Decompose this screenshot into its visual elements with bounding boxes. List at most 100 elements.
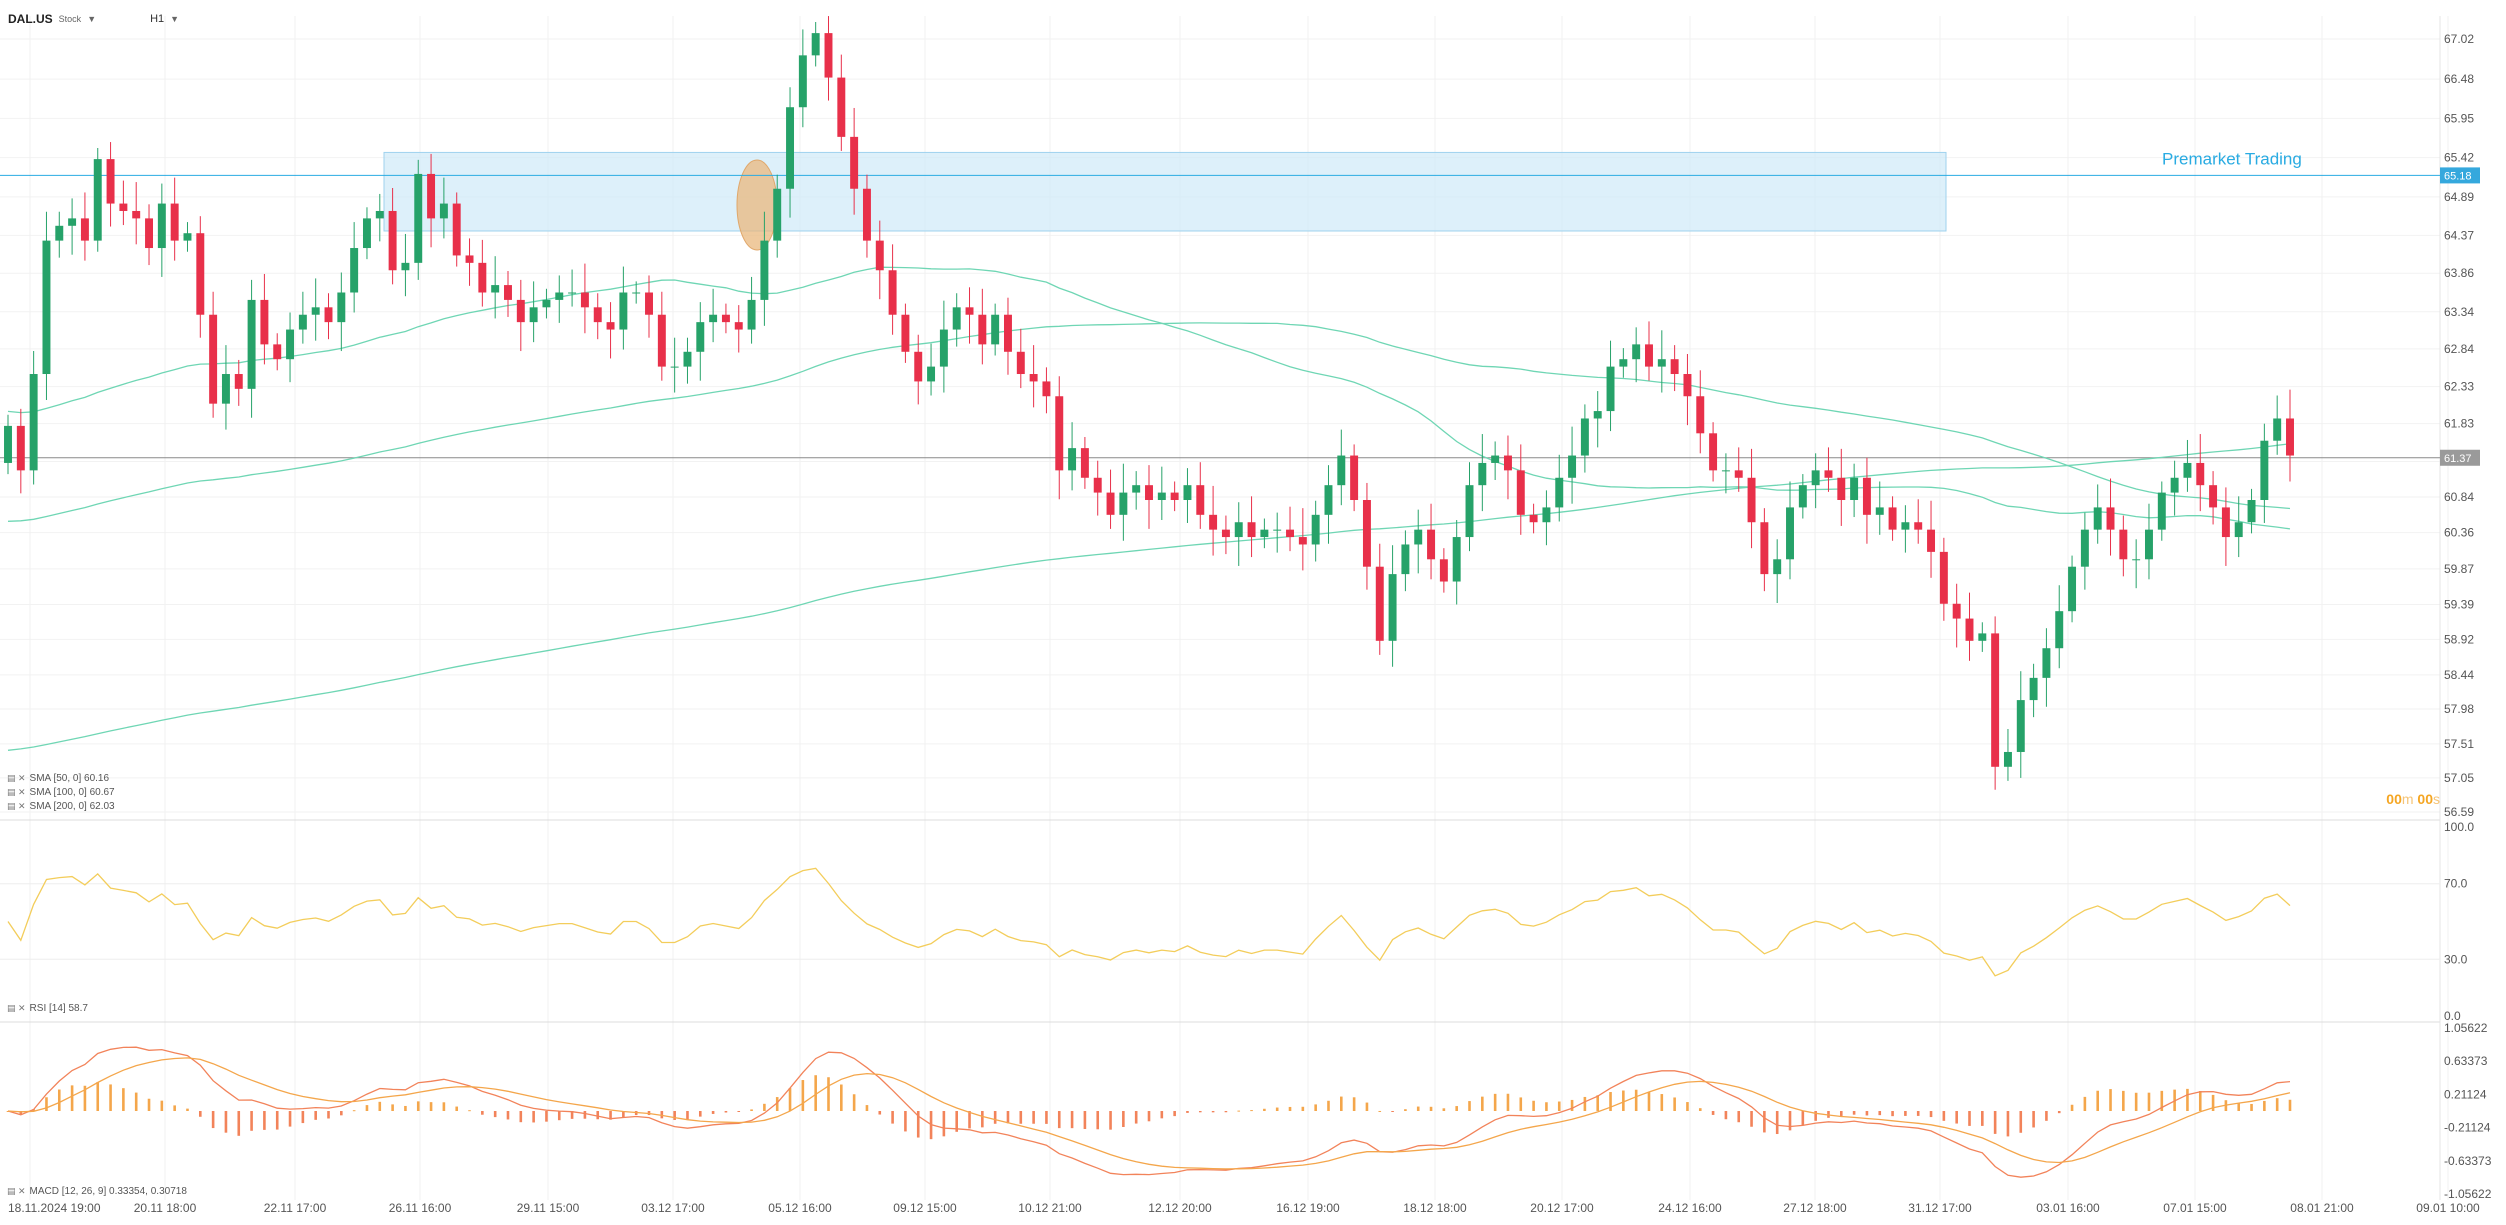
axes: 67.02 66.48 65.95 65.42 64.89 64.37 63.86 63.34…: [8, 32, 2492, 1215]
indicator-settings-icon[interactable]: ▤ ✕: [7, 787, 26, 797]
indicator-settings-icon[interactable]: ▤ ✕: [7, 1003, 26, 1013]
candle: [2286, 389, 2294, 482]
price-tick-label: 59.39: [2444, 597, 2474, 611]
macd-line: [7, 1046, 2291, 1178]
macd-histogram-bar: [19, 1111, 23, 1115]
candle-body: [55, 225, 64, 241]
candle-body: [1952, 603, 1961, 619]
candle: [1914, 499, 1923, 544]
indicator-settings-icon[interactable]: ▤ ✕: [7, 801, 26, 811]
candle: [337, 272, 346, 352]
candle-body: [1170, 492, 1179, 501]
candle-body: [1503, 455, 1512, 471]
macd-histogram-bar: [1891, 1111, 1894, 1117]
macd-histogram-bar: [2250, 1103, 2253, 1111]
instrument-header: DAL.US Stock ▼ H1 ▼: [8, 10, 179, 28]
macd-histogram-bar: [1557, 1101, 1561, 1111]
countdown-seconds-unit: s: [2433, 791, 2440, 807]
resistance-zone: [383, 151, 1947, 232]
time-tick-label: 03.12 17:00: [641, 1201, 705, 1215]
candle: [645, 275, 653, 338]
candle: [221, 345, 230, 430]
candle-body: [529, 307, 538, 323]
macd-histogram-bar: [186, 1108, 189, 1111]
macd-legend[interactable]: ▤ ✕ MACD [12, 26, 9] 0.33354, 0.30718: [7, 1186, 187, 1197]
candle: [2183, 439, 2192, 492]
candle: [1568, 426, 1577, 504]
candle: [2106, 478, 2115, 556]
price-tick-label: 60.84: [2444, 490, 2474, 504]
macd-histogram-bar: [609, 1111, 612, 1120]
price-tick-label: 57.98: [2444, 702, 2474, 716]
indicator-settings-icon[interactable]: ▤ ✕: [7, 1186, 26, 1196]
rsi-legend[interactable]: ▤ ✕ RSI [14] 58.7: [7, 1003, 88, 1014]
timeframe-dropdown-icon[interactable]: ▼: [170, 14, 180, 24]
price-tick-label: 66.48: [2444, 72, 2474, 86]
candle: [260, 273, 269, 365]
macd-histogram-bar: [1006, 1111, 1010, 1124]
macd-histogram-bar: [2211, 1094, 2215, 1111]
macd-histogram-bar: [1750, 1111, 1753, 1127]
macd-histogram-bar: [2057, 1111, 2061, 1114]
candle-body: [452, 203, 461, 256]
macd-signal-line: [7, 1057, 2291, 1170]
macd-histogram-bar: [1109, 1111, 1112, 1130]
candle-body: [542, 299, 551, 308]
macd-histogram-bar: [2096, 1090, 2099, 1111]
candle-body: [862, 188, 871, 241]
candle: [1016, 328, 1025, 389]
indicator-settings-icon[interactable]: ▤ ✕: [7, 773, 26, 783]
candle: [106, 142, 115, 227]
candle-body: [1657, 359, 1666, 367]
candle: [1465, 462, 1474, 552]
price-tick-label: 57.51: [2444, 737, 2474, 751]
sma100-legend[interactable]: ▤ ✕ SMA [100, 0] 60.67: [7, 787, 115, 798]
candle-body: [1683, 374, 1692, 397]
candle-body: [1119, 492, 1128, 515]
price-tick-label: 67.02: [2444, 32, 2474, 46]
candle-body: [1747, 477, 1756, 523]
candle-body: [1388, 574, 1397, 641]
candle-body: [965, 307, 974, 315]
time-tick-label: 08.01 21:00: [2290, 1201, 2354, 1215]
candle: [93, 147, 102, 252]
candle: [862, 174, 871, 258]
macd-histogram-bar: [737, 1111, 741, 1112]
symbol-label[interactable]: DAL.US: [8, 12, 53, 26]
candle: [465, 238, 474, 286]
macd-histogram-bar: [1788, 1111, 1792, 1131]
candle-body: [2247, 500, 2256, 523]
symbol-dropdown-icon[interactable]: ▼: [87, 14, 97, 24]
candle: [2196, 434, 2205, 512]
macd-histogram-bar: [1763, 1111, 1766, 1133]
price-tick-label: 60.36: [2444, 526, 2474, 540]
candle: [1478, 434, 1487, 512]
candle-body: [1888, 507, 1897, 530]
macd-histogram-bar: [1468, 1101, 1471, 1111]
candle: [1234, 502, 1243, 566]
candle: [350, 222, 359, 313]
macd-tick-label: -0.21124: [2444, 1121, 2491, 1135]
timeframe-label[interactable]: H1: [150, 13, 165, 25]
candle-body: [375, 210, 384, 219]
macd-histogram-bar: [1981, 1111, 1984, 1126]
sma50-legend[interactable]: ▤ ✕ SMA [50, 0] 60.16: [7, 773, 109, 784]
candle: [1209, 485, 1218, 556]
candle: [1029, 345, 1038, 408]
candle-body: [4, 425, 12, 463]
candle-body: [2234, 522, 2243, 538]
candle: [516, 279, 525, 352]
candle-body: [657, 314, 666, 367]
time-tick-label: 20.12 17:00: [1530, 1201, 1594, 1215]
candle: [683, 337, 692, 384]
macd-histogram-bar: [1327, 1100, 1330, 1111]
candle: [1452, 520, 1461, 605]
macd-histogram-bar: [698, 1111, 702, 1117]
macd-histogram-bar: [1288, 1106, 1292, 1111]
macd-histogram-bar: [968, 1111, 971, 1129]
candle: [1004, 297, 1012, 375]
candle-body: [837, 77, 846, 137]
candle-body: [1145, 485, 1153, 501]
sma200-legend[interactable]: ▤ ✕ SMA [200, 0] 62.03: [7, 801, 115, 812]
